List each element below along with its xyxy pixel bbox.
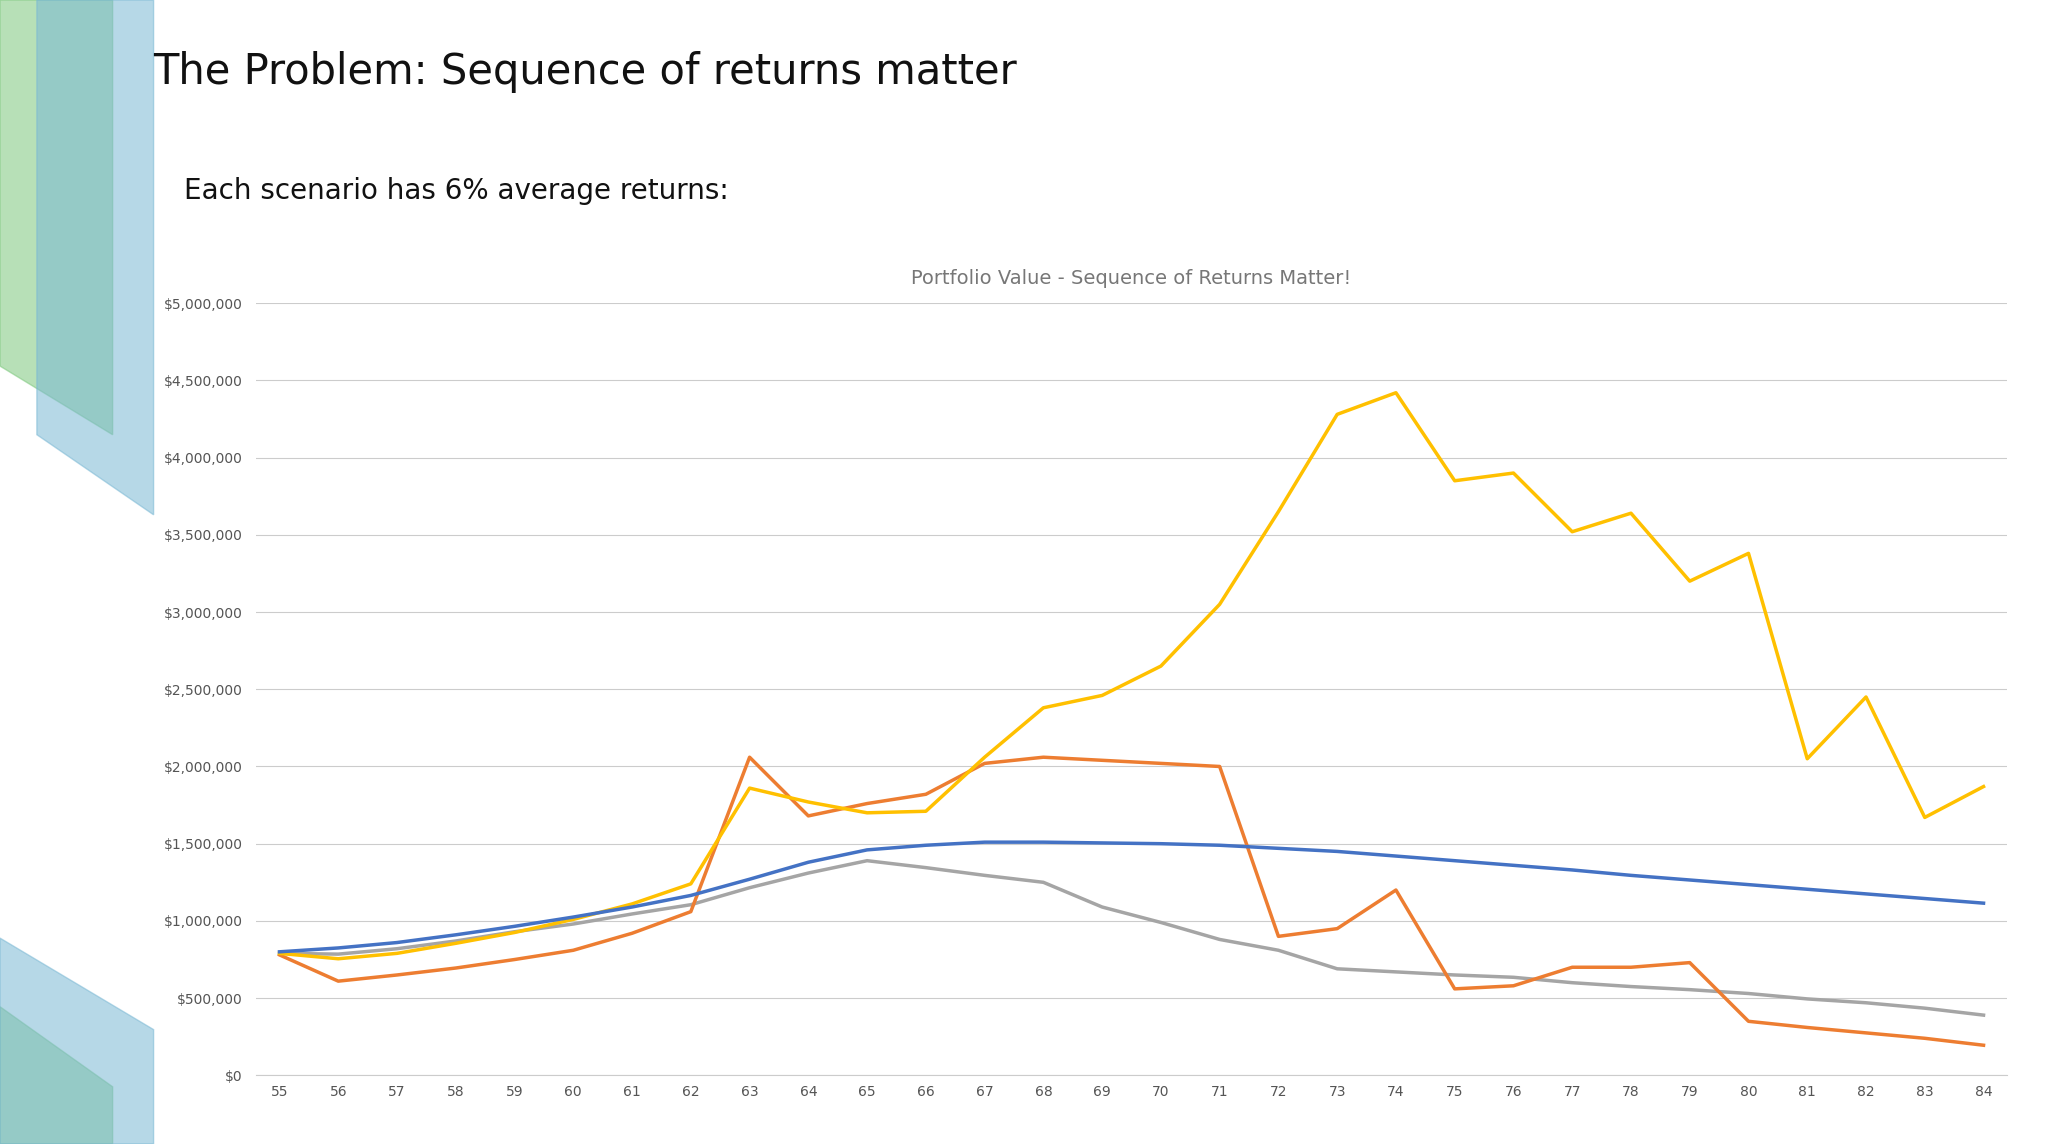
Polygon shape: [37, 0, 154, 515]
Polygon shape: [0, 0, 113, 435]
Polygon shape: [0, 938, 154, 1144]
Text: The Problem: Sequence of returns matter: The Problem: Sequence of returns matter: [154, 51, 1018, 94]
Text: Each scenario has 6% average returns:: Each scenario has 6% average returns:: [184, 177, 729, 205]
Title: Portfolio Value - Sequence of Returns Matter!: Portfolio Value - Sequence of Returns Ma…: [911, 269, 1352, 287]
Polygon shape: [0, 1007, 113, 1144]
